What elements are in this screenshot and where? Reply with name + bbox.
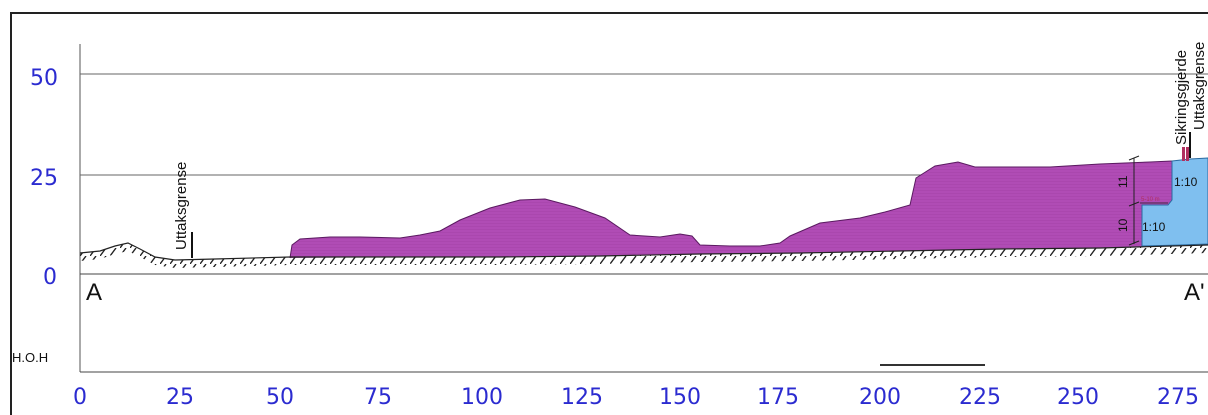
section-start-label: A [86,279,102,306]
bench-lower-height: 10 [1116,218,1130,232]
x-tick-label: 25 [166,385,194,410]
x-tick-label: 225 [959,385,1001,410]
x-tick-label: 175 [757,385,799,410]
x-tick-label: 125 [561,385,603,410]
y-tick-label-25: 25 [30,166,58,191]
rock-excavation-area [1141,157,1208,247]
drawing-frame [10,12,1208,415]
x-tick-label: 75 [364,385,392,410]
boundary-label-left: Uttaksgrense [173,162,190,250]
x-tick-label: 50 [266,385,294,410]
bench-width-label: 5-10 m [1141,197,1160,203]
x-tick-label: 150 [659,385,701,410]
fill-material-outline [289,160,1173,259]
section-end-label: A' [1184,279,1205,306]
dimension-tick-bottom [1128,240,1140,246]
slope-label-lower: 1:10 [1142,220,1166,234]
bench-upper-height: 11 [1116,175,1130,188]
x-tick-label: 250 [1057,385,1099,410]
bottom-line [290,244,1208,258]
x-tick-label: 0 [73,385,87,410]
x-tick-label: 100 [461,385,503,410]
x-tick-label: 275 [1157,385,1199,410]
x-tick-label: 200 [859,385,901,410]
dimension-tick-mid [1128,201,1140,207]
fence-label: Sikringsgjerde [1173,50,1190,145]
y-tick-label-50: 50 [30,66,58,91]
fill-material-texture [290,161,1172,258]
slope-label-upper: 1:10 [1174,175,1198,189]
y-tick-label-0: 0 [43,265,57,290]
boundary-label-right: Uttaksgrense [1191,42,1208,130]
dimension-tick-top [1128,155,1140,161]
fence-marker [1182,147,1185,161]
y-unit-label: H.O.H [12,350,48,365]
fence-marker-post [1186,147,1189,161]
